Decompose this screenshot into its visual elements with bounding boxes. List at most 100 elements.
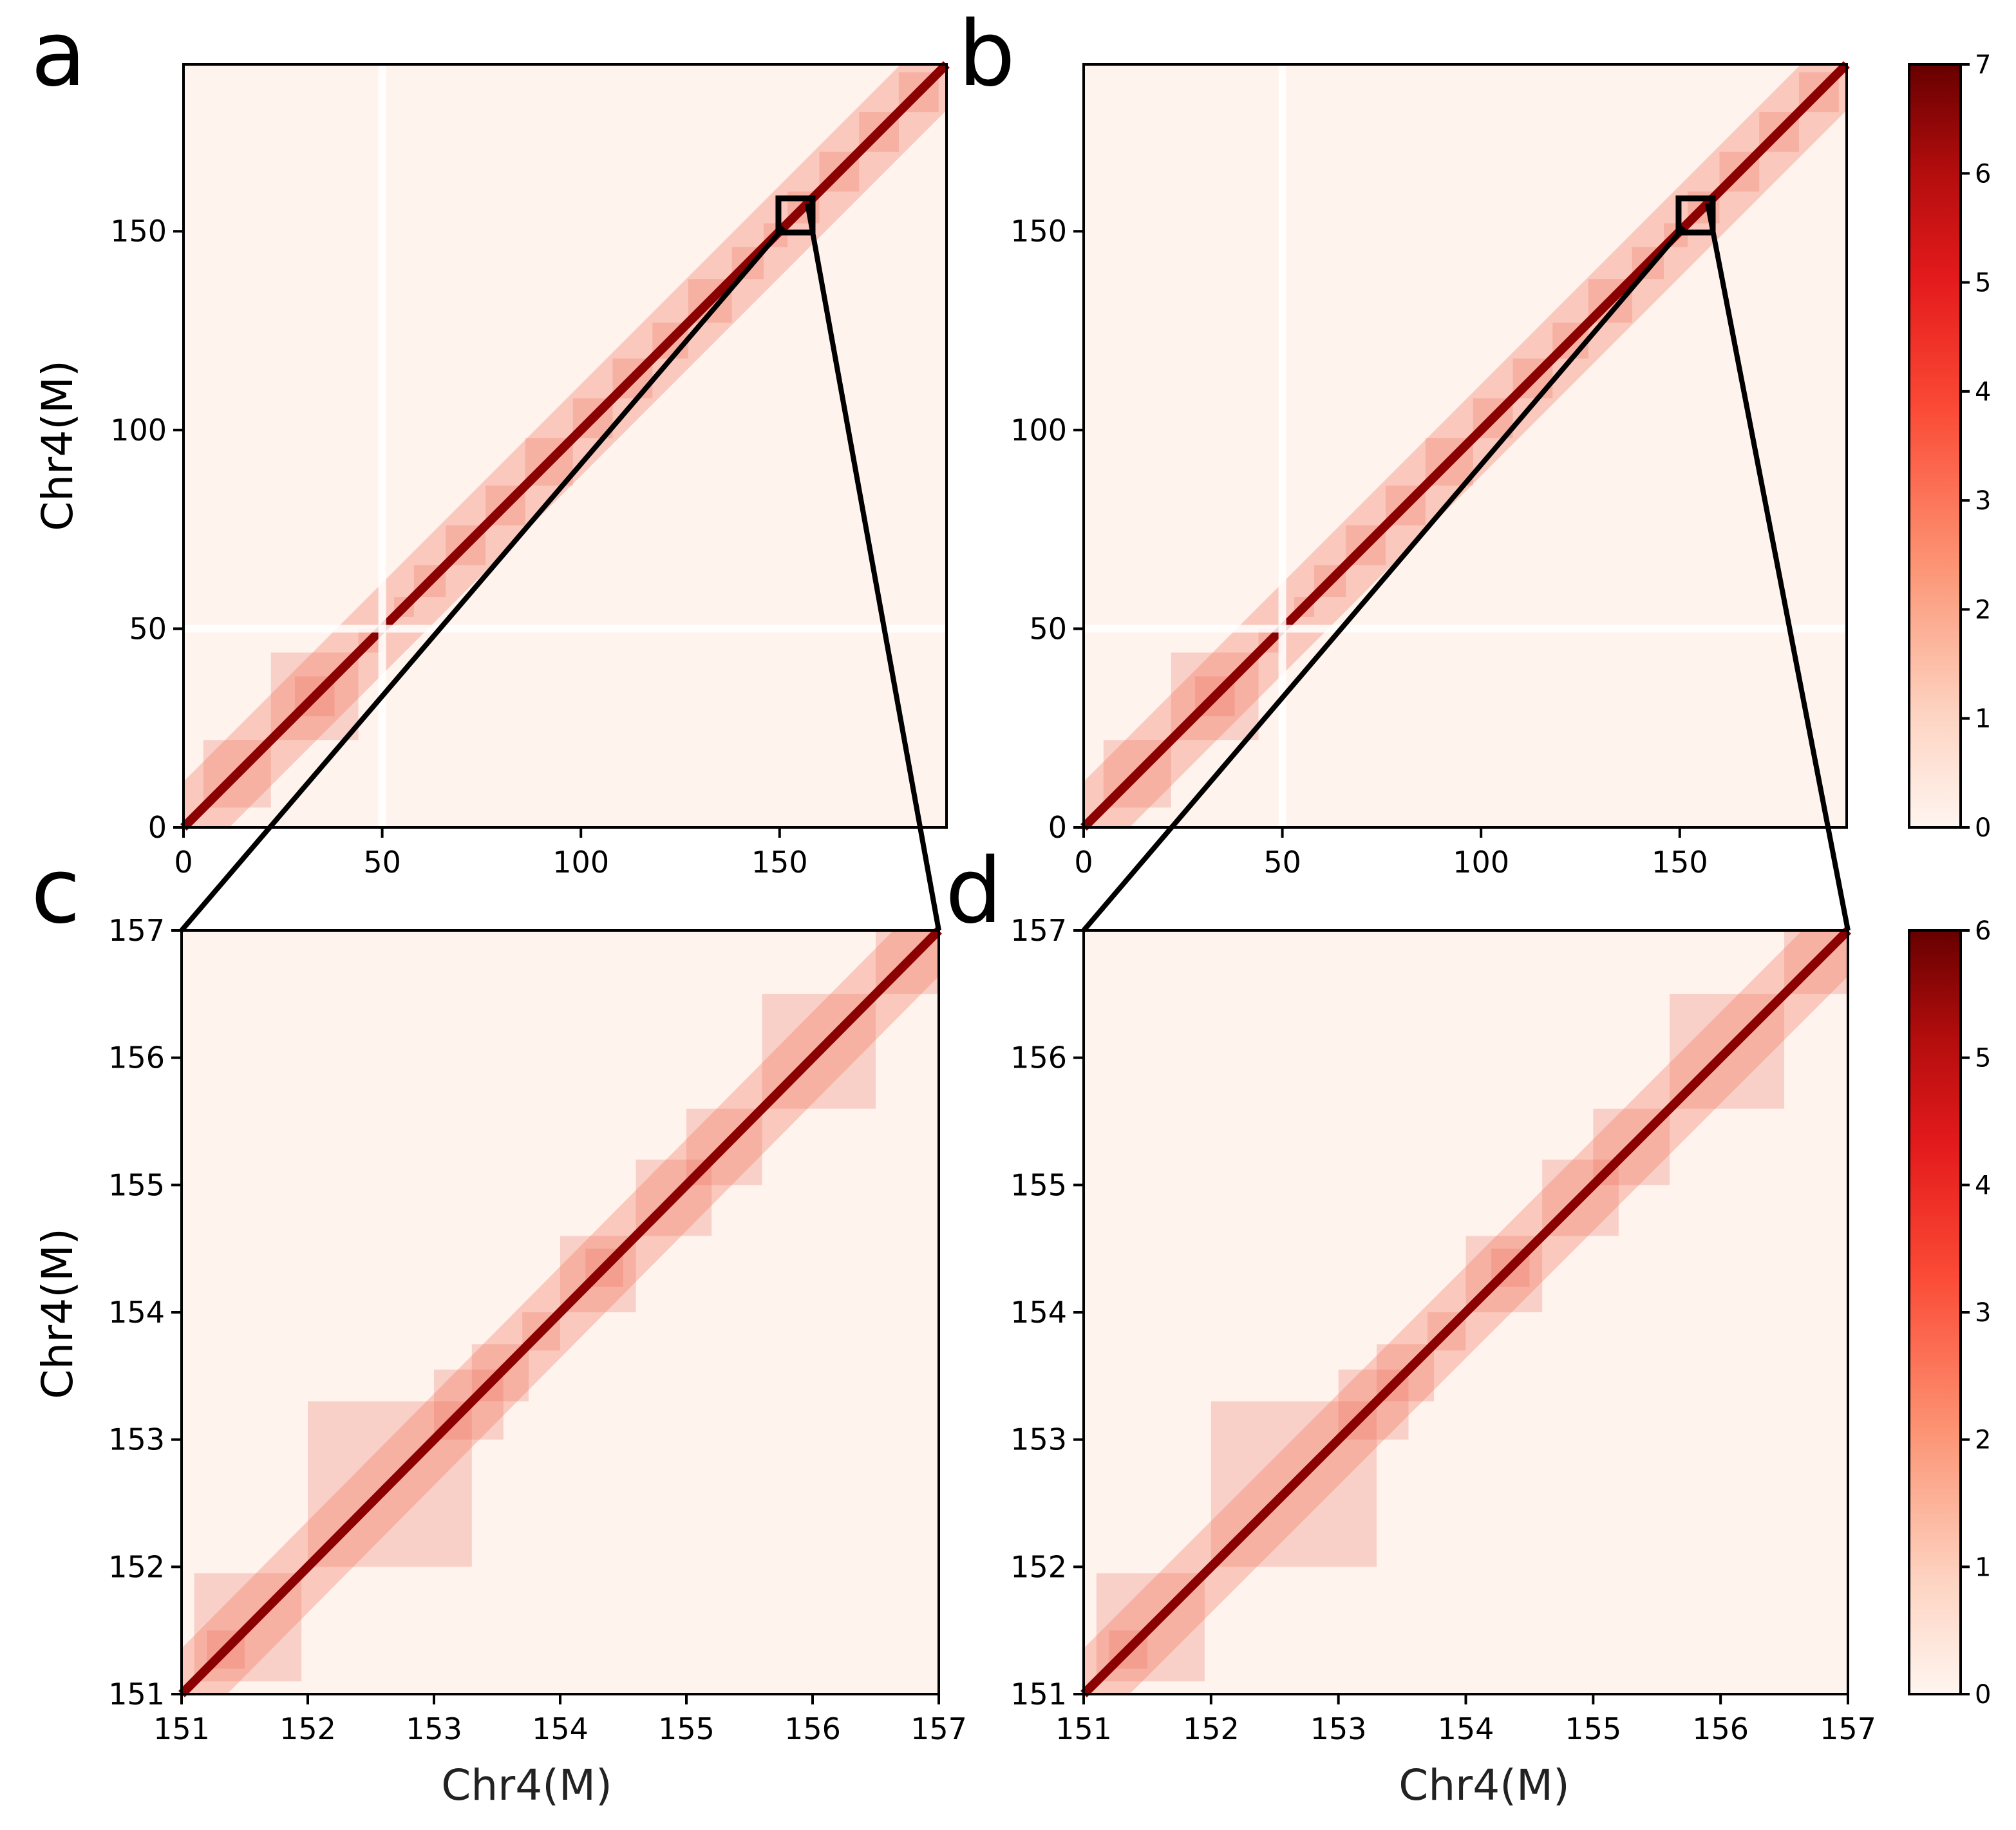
panel-label-b: b bbox=[958, 2, 1015, 107]
heatmap-d-marks bbox=[1080, 927, 1851, 1697]
y-tick-label-d-2: 153 bbox=[1010, 1422, 1067, 1457]
x-tick-label-b-3: 150 bbox=[1652, 845, 1708, 880]
heatmap-b-marks bbox=[1080, 61, 1850, 831]
heatmap-d-ticks: 151 152 153 154 155 156 157 151 152 153 154 155 156 1… bbox=[1010, 913, 1876, 1746]
heatmap-b-frame bbox=[1082, 63, 1848, 829]
heatmap-a-frame bbox=[182, 63, 948, 829]
y-tick-label-d-6: 157 bbox=[1010, 913, 1067, 948]
colorbar-top-gradient bbox=[1908, 63, 1962, 829]
colorbar-bottom-tick-label-0: 0 bbox=[1975, 1680, 1991, 1710]
x-tick-label-a-2: 100 bbox=[552, 845, 609, 880]
zoom-connector-right-b bbox=[1705, 203, 1851, 931]
y-tick-label-d-1: 152 bbox=[1010, 1549, 1067, 1584]
gap-v-b-0 bbox=[1278, 64, 1286, 827]
heatmap-b-highlight bbox=[1675, 195, 1716, 236]
x-tick-label-d-2: 153 bbox=[1310, 1712, 1367, 1746]
heatmap-a-highlight bbox=[775, 195, 816, 236]
y-tick-label-c-6: 157 bbox=[108, 913, 165, 948]
x-tick-label-d-3: 154 bbox=[1438, 1712, 1494, 1746]
x-tick-label-b-0: 0 bbox=[1074, 845, 1093, 880]
y-tick-label-b-3: 150 bbox=[1010, 214, 1067, 249]
colorbar-bottom-tick-label-5: 5 bbox=[1975, 1044, 1991, 1073]
colorbar-bottom-tick-label-6: 6 bbox=[1975, 916, 1991, 946]
colorbar-top-tick-label-2: 2 bbox=[1975, 595, 1991, 625]
heatmap-b-ticks: 0 50 100 150 0 50 100 150 bbox=[1010, 214, 1708, 880]
gap-v-a-0 bbox=[378, 64, 386, 827]
y-tick-label-d-5: 156 bbox=[1010, 1041, 1067, 1075]
x-tick-label-d-6: 157 bbox=[1820, 1712, 1876, 1746]
gap-h-b-0 bbox=[1084, 625, 1847, 633]
x-tick-label-c-5: 156 bbox=[784, 1712, 841, 1746]
x-tick-label-a-3: 150 bbox=[751, 845, 808, 880]
y-tick-label-a-1: 50 bbox=[129, 611, 167, 646]
x-tick-label-c-6: 157 bbox=[910, 1712, 967, 1746]
y-tick-label-c-2: 153 bbox=[108, 1422, 165, 1457]
colorbar-top-tick-label-7: 7 bbox=[1975, 50, 1991, 80]
colorbar-bottom: 0 1 2 3 4 5 6 bbox=[1908, 916, 1991, 1710]
colorbar-top-tick-label-3: 3 bbox=[1975, 486, 1991, 516]
diagonal-b bbox=[1080, 61, 1850, 831]
y-tick-label-c-3: 154 bbox=[108, 1295, 165, 1330]
heatmap-a-marks bbox=[180, 61, 950, 831]
x-tick-label-b-1: 50 bbox=[1263, 845, 1301, 880]
x-tick-label-a-1: 50 bbox=[363, 845, 401, 880]
highlight-box-a bbox=[775, 195, 816, 236]
colorbar-top: 0 1 2 3 4 5 6 7 bbox=[1908, 50, 1991, 843]
y-tick-label-b-1: 50 bbox=[1029, 611, 1067, 646]
x-tick-label-a-0: 0 bbox=[174, 845, 193, 880]
highlight-box-b bbox=[1675, 195, 1716, 236]
colorbar-bottom-tick-label-4: 4 bbox=[1975, 1171, 1991, 1200]
panel-label-d: d bbox=[945, 839, 1003, 944]
colorbar-bottom-gradient bbox=[1908, 929, 1962, 1695]
colorbar-bottom-tick-label-1: 1 bbox=[1975, 1552, 1991, 1582]
zoom-connector-left-b bbox=[1081, 225, 1686, 932]
x-tick-label-d-1: 152 bbox=[1183, 1712, 1239, 1746]
diagonal-d bbox=[1080, 927, 1851, 1697]
y-tick-label-a-3: 150 bbox=[110, 214, 167, 249]
x-tick-label-c-1: 152 bbox=[279, 1712, 336, 1746]
gap-h-a-0 bbox=[184, 625, 947, 633]
x-tick-label-b-2: 100 bbox=[1453, 845, 1509, 880]
x-tick-label-d-4: 155 bbox=[1565, 1712, 1621, 1746]
panel-c: c 151 152 153 154 155 156 157 151 152 153 154 155 15… bbox=[31, 839, 967, 1810]
zoom-connector-left-a bbox=[179, 225, 786, 932]
heatmap-c-marks bbox=[178, 927, 942, 1697]
y-tick-label-c-4: 155 bbox=[108, 1167, 165, 1202]
x-axis-label-d: Chr4(M) bbox=[1399, 1760, 1569, 1810]
y-axis-label-a: Chr4(M) bbox=[33, 360, 82, 531]
x-tick-label-c-4: 155 bbox=[658, 1712, 715, 1746]
colorbar-top-tick-label-1: 1 bbox=[1975, 704, 1991, 734]
heatmap-a-ticks: 0 50 100 150 0 50 100 150 bbox=[110, 214, 808, 880]
panel-d: d 151 152 153 154 155 156 15715115215315415515… bbox=[945, 839, 1876, 1810]
y-tick-label-c-0: 151 bbox=[108, 1677, 165, 1712]
colorbar-bottom-ticks: 0 1 2 3 4 5 6 bbox=[1961, 916, 1991, 1710]
zoom-connectors bbox=[179, 203, 1851, 932]
panel-label-c: c bbox=[31, 839, 80, 944]
x-tick-label-c-0: 151 bbox=[153, 1712, 210, 1746]
colorbar-top-tick-label-4: 4 bbox=[1975, 377, 1991, 407]
panel-label-a: a bbox=[31, 2, 86, 107]
panel-a: a 0 50 100 150 0 50 100 150 Chr4(M) bbox=[31, 2, 950, 880]
x-axis-label-c: Chr4(M) bbox=[441, 1760, 612, 1810]
y-tick-label-d-3: 154 bbox=[1010, 1295, 1067, 1330]
colorbar-bottom-tick-label-2: 2 bbox=[1975, 1426, 1991, 1455]
colorbar-top-ticks: 0 1 2 3 4 5 6 7 bbox=[1961, 50, 1991, 843]
y-tick-label-b-2: 100 bbox=[1010, 413, 1067, 448]
colorbar-top-tick-label-0: 0 bbox=[1975, 813, 1991, 843]
y-tick-label-d-4: 155 bbox=[1010, 1167, 1067, 1202]
y-tick-label-a-2: 100 bbox=[110, 413, 167, 448]
y-tick-label-a-0: 0 bbox=[148, 810, 167, 845]
colorbar-top-tick-label-5: 5 bbox=[1975, 269, 1991, 298]
diagonal-a bbox=[180, 61, 950, 831]
y-tick-label-c-1: 152 bbox=[108, 1549, 165, 1584]
x-tick-label-c-3: 154 bbox=[532, 1712, 589, 1746]
colorbar-top-tick-label-6: 6 bbox=[1975, 159, 1991, 189]
x-tick-label-d-5: 156 bbox=[1692, 1712, 1749, 1746]
y-tick-label-b-0: 0 bbox=[1048, 810, 1067, 845]
zoom-connector-right-a bbox=[805, 203, 941, 931]
diagonal-c bbox=[178, 927, 942, 1697]
x-tick-label-c-2: 153 bbox=[406, 1712, 462, 1746]
panel-b: b 0 50 100 150 0 50 100 150 bbox=[958, 2, 1850, 880]
heatmap-c-ticks: 151 152 153 154 155 156 157 151 152 153 154 155 156 1… bbox=[108, 913, 967, 1746]
